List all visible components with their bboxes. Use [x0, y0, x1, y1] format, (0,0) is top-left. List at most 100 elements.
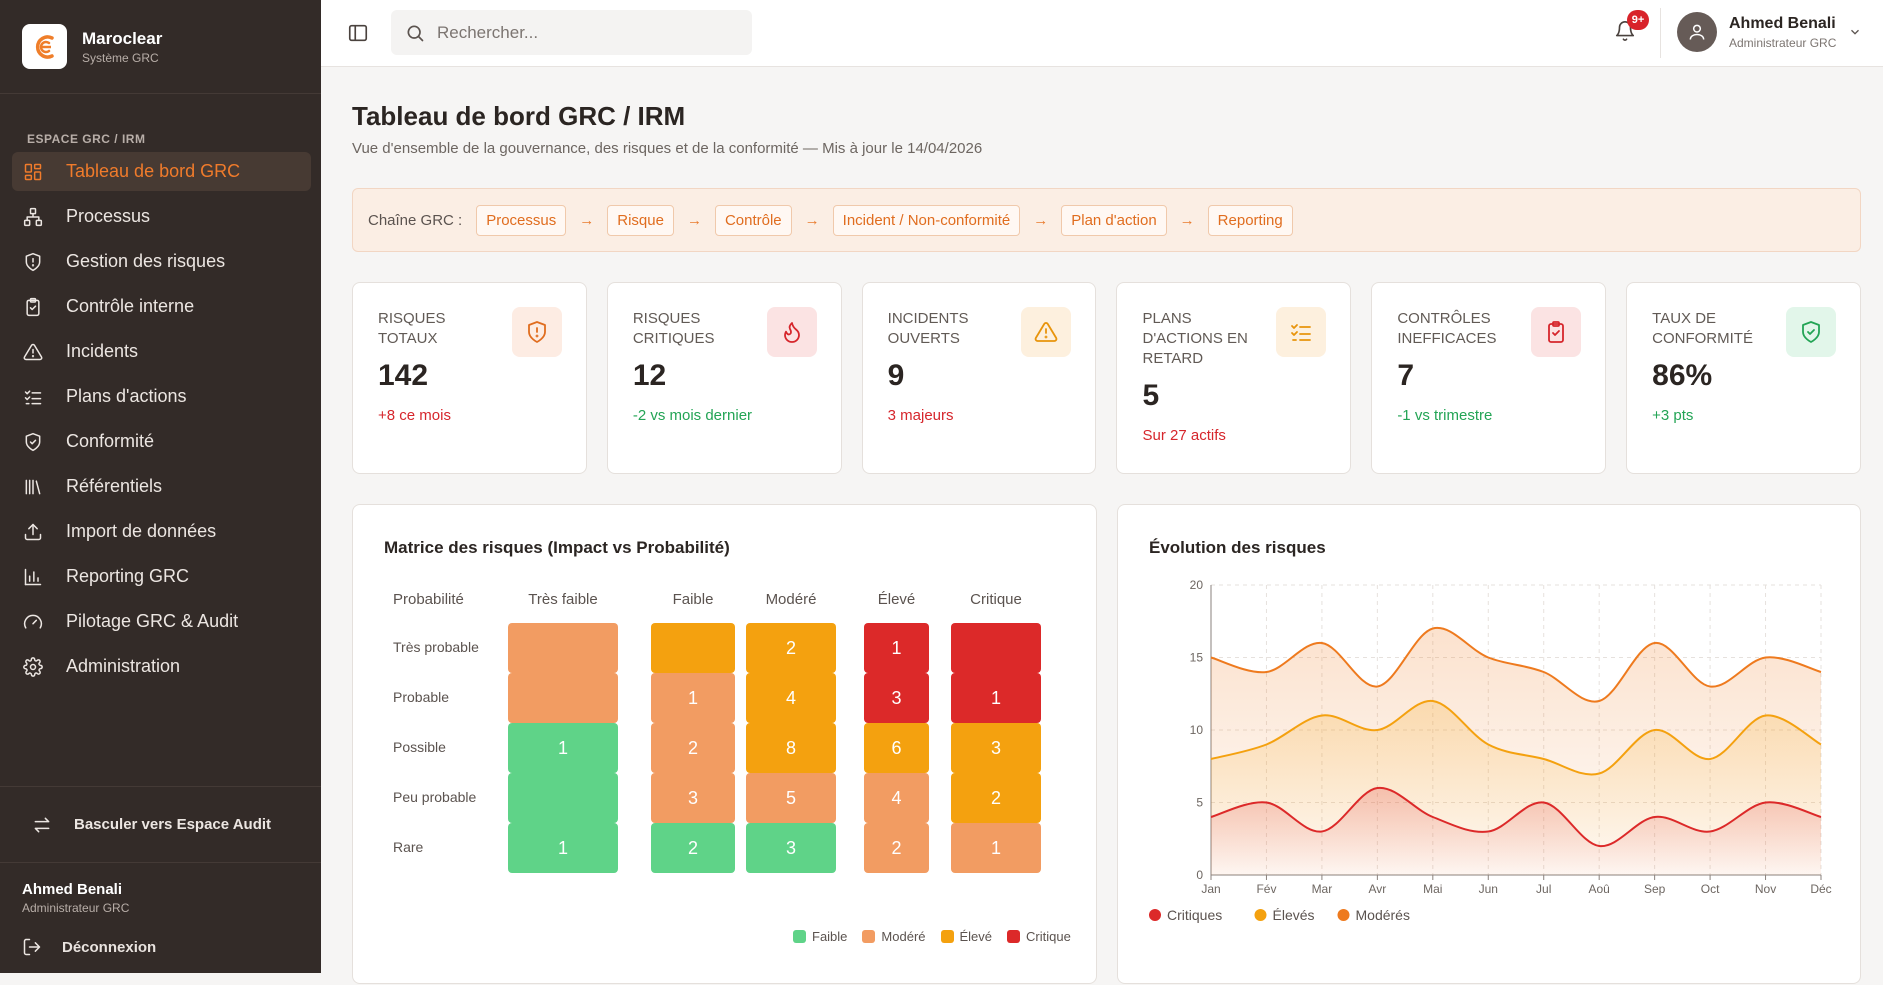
kpi-value: 86% — [1652, 359, 1713, 392]
matrix-cell[interactable]: 3 — [651, 773, 735, 823]
matrix-title: Matrice des risques (Impact vs Probabili… — [384, 538, 730, 557]
legend-label: Élevés — [1273, 907, 1315, 923]
risk-matrix: Probabilité Très faible Faible Modéré Élevé C… — [353, 505, 1098, 985]
kpi-card[interactable]: CONTRÔLES INEFFICACES 7 -1 vs trimestre — [1371, 282, 1607, 474]
chain-step[interactable]: Plan d'action — [1061, 204, 1167, 236]
chart-title: Évolution des risques — [1149, 538, 1326, 557]
matrix-cell[interactable]: 3 — [746, 823, 836, 873]
kpi-card[interactable]: TAUX DE CONFORMITÉ 86% +3 pts — [1626, 282, 1861, 474]
legend-swatch — [793, 930, 806, 943]
search-box[interactable] — [391, 10, 752, 55]
sidebar-item-1[interactable]: Processus — [12, 197, 311, 236]
sidebar-nav: Tableau de bord GRC Processus Gestion des … — [0, 152, 321, 686]
matrix-cell[interactable]: 2 — [651, 723, 735, 773]
x-tick-label: Sep — [1644, 882, 1666, 896]
chain-step[interactable]: Reporting — [1207, 204, 1293, 236]
sidebar-toggle-button[interactable] — [347, 22, 371, 46]
brand[interactable]: Maroclear Système GRC — [0, 0, 321, 94]
logout-button[interactable]: Déconnexion — [22, 937, 299, 963]
x-tick-label: Jul — [1536, 882, 1551, 896]
legend-label: Critiques — [1167, 907, 1222, 923]
search-input[interactable] — [437, 22, 737, 43]
arrow-right-icon: → — [1033, 211, 1049, 229]
matrix-cell[interactable] — [508, 623, 618, 673]
y-tick-label: 5 — [1196, 796, 1203, 810]
matrix-row-label: Rare — [393, 839, 424, 855]
matrix-cell[interactable]: 8 — [746, 723, 836, 773]
matrix-cell[interactable]: 1 — [508, 723, 618, 773]
matrix-cell[interactable]: 1 — [508, 823, 618, 873]
sidebar-item-8[interactable]: Import de données — [12, 512, 311, 551]
matrix-cell[interactable]: 1 — [864, 623, 929, 673]
sidebar-item-7[interactable]: Référentiels — [12, 467, 311, 506]
kpi-label: RISQUES CRITIQUES — [632, 310, 715, 347]
arrow-right-icon: → — [804, 211, 820, 229]
library-icon — [22, 476, 44, 498]
sidebar-item-4[interactable]: Incidents — [12, 332, 311, 371]
kpi-value: 9 — [887, 359, 905, 392]
matrix-cell[interactable]: 6 — [864, 723, 929, 773]
matrix-cell[interactable]: 1 — [951, 823, 1041, 873]
kpi-card[interactable]: PLANS D'ACTIONS EN RETARD 5 Sur 27 actif… — [1116, 282, 1352, 474]
matrix-cell[interactable] — [508, 673, 618, 723]
y-tick-label: 15 — [1190, 651, 1204, 665]
legend-label: Faible — [812, 929, 848, 944]
matrix-cell[interactable]: 5 — [746, 773, 836, 823]
chain-step[interactable]: Incident / Non-conformité — [832, 204, 1021, 236]
x-tick-label: Jan — [1201, 882, 1220, 896]
matrix-cell[interactable]: 1 — [651, 673, 735, 723]
x-tick-label: Jun — [1479, 882, 1498, 896]
upload-icon — [22, 521, 44, 543]
sidebar-item-3[interactable]: Contrôle interne — [12, 287, 311, 326]
risk-matrix-card: Matrice des risques (Impact vs Probabili… — [352, 504, 1097, 984]
matrix-cell[interactable]: 2 — [651, 823, 735, 873]
kpi-label: RISQUES TOTAUX — [378, 310, 446, 347]
matrix-cell[interactable]: 2 — [951, 773, 1041, 823]
kpi-card[interactable]: RISQUES CRITIQUES 12 -2 vs mois dernier — [606, 282, 842, 474]
sidebar-item-5[interactable]: Plans d'actions — [12, 377, 311, 416]
kpi-card[interactable]: INCIDENTS OUVERTS 9 3 majeurs — [861, 282, 1097, 474]
sidebar-item-11[interactable]: Administration — [12, 647, 311, 686]
risk-evolution-card: Évolution des risques 0 5 10 15 20 Jan Fév Mar A… — [1117, 504, 1861, 984]
kpi-value: 12 — [632, 359, 667, 392]
sidebar-item-label: Gestion des risques — [66, 251, 226, 271]
page-title: Tableau de bord GRC / IRM — [352, 101, 686, 131]
notifications-button[interactable] — [1614, 20, 1640, 46]
sidebar-item-9[interactable]: Reporting GRC — [12, 557, 311, 596]
chain-step[interactable]: Contrôle — [714, 204, 792, 236]
matrix-row-label: Probable — [393, 689, 450, 705]
user-menu[interactable]: Ahmed Benali Administrateur GRC — [1677, 12, 1862, 52]
sidebar-item-0[interactable]: Tableau de bord GRC — [12, 152, 311, 191]
legend-swatch — [862, 930, 876, 943]
matrix-cell[interactable]: 4 — [746, 673, 836, 723]
warning-icon — [22, 341, 44, 363]
notification-badge: 9+ — [1627, 10, 1649, 30]
matrix-cell[interactable] — [951, 623, 1041, 673]
matrix-cell[interactable] — [651, 623, 735, 673]
x-tick-label: Nov — [1755, 882, 1776, 896]
switch-to-audit-button[interactable]: Basculer vers Espace Audit — [0, 786, 321, 862]
sidebar-user-name: Ahmed Benali — [22, 881, 123, 898]
sidebar-item-2[interactable]: Gestion des risques — [12, 242, 311, 281]
sidebar-item-6[interactable]: Conformité — [12, 422, 311, 461]
sidebar-item-10[interactable]: Pilotage GRC & Audit — [12, 602, 311, 641]
matrix-cell[interactable]: 1 — [951, 673, 1041, 723]
sidebar-item-label: Plans d'actions — [66, 386, 187, 406]
matrix-cell[interactable]: 4 — [864, 773, 929, 823]
list-check-icon — [22, 386, 44, 408]
logout-label: Déconnexion — [62, 938, 157, 956]
logout-icon — [23, 938, 41, 956]
chain-step[interactable]: Risque — [607, 204, 674, 236]
matrix-cell[interactable]: 3 — [864, 673, 929, 723]
matrix-cell[interactable]: 3 — [951, 723, 1041, 773]
sidebar-item-label: Contrôle interne — [66, 296, 195, 316]
topbar-divider — [1660, 8, 1661, 58]
kpi-trend: -2 vs mois dernier — [632, 407, 753, 424]
legend-label: Critique — [1026, 929, 1071, 944]
matrix-cell[interactable] — [508, 773, 618, 823]
kpi-card[interactable]: RISQUES TOTAUX 142 +8 ce mois — [352, 282, 587, 474]
matrix-cell[interactable]: 2 — [864, 823, 929, 873]
chain-step[interactable]: Processus — [476, 204, 567, 236]
matrix-cell[interactable]: 2 — [746, 623, 836, 673]
legend-label: Élevé — [959, 929, 993, 944]
